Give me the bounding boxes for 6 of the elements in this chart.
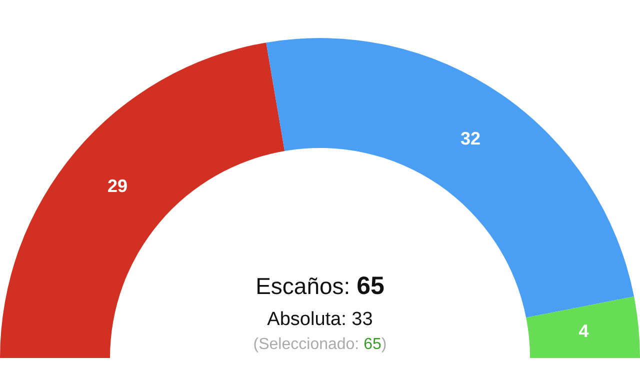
text: Escaños: 65 [256, 272, 384, 300]
data-label: 29 [107, 176, 128, 196]
text: Absoluta: 33 [267, 309, 373, 330]
text: (Seleccionado: 65) [253, 336, 387, 353]
data-label: 4 [578, 321, 589, 342]
data-label: 32 [460, 128, 481, 149]
